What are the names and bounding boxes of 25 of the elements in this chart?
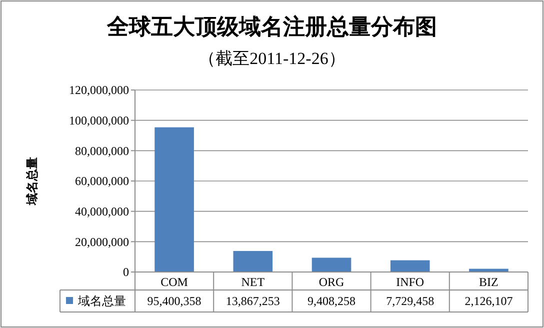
x-tick-label: BIZ (479, 275, 498, 289)
bar (154, 127, 194, 272)
bar (390, 260, 430, 272)
legend-label: 域名总量 (77, 294, 126, 308)
bar (233, 250, 273, 272)
y-tick-label: 40,000,000 (75, 204, 129, 219)
y-tick-label: 80,000,000 (75, 144, 129, 158)
y-tick-label: 100,000,000 (69, 114, 129, 128)
x-tick-label: COM (160, 275, 188, 289)
y-axis-title: 域名总量 (25, 157, 39, 206)
x-tick-label: INFO (396, 275, 424, 289)
data-label: 2,126,107 (464, 294, 513, 308)
chart-title: 全球五大顶级域名注册总量分布图 (106, 14, 437, 39)
x-tick-label: ORG (318, 275, 344, 289)
x-tick-label: NET (241, 275, 266, 289)
y-tick-label: 20,000,000 (75, 234, 129, 249)
y-tick-label: 60,000,000 (75, 174, 129, 188)
y-tick-label: 0 (123, 265, 129, 280)
data-label: 13,867,253 (226, 294, 280, 308)
y-tick-label: 120,000,000 (69, 83, 129, 98)
data-label: 9,408,258 (308, 294, 356, 308)
data-label: 95,400,358 (147, 294, 202, 308)
bar (312, 258, 352, 272)
chart-subtitle: （截至2011-12-26） (198, 49, 346, 68)
data-label: 7,729,458 (386, 294, 434, 308)
